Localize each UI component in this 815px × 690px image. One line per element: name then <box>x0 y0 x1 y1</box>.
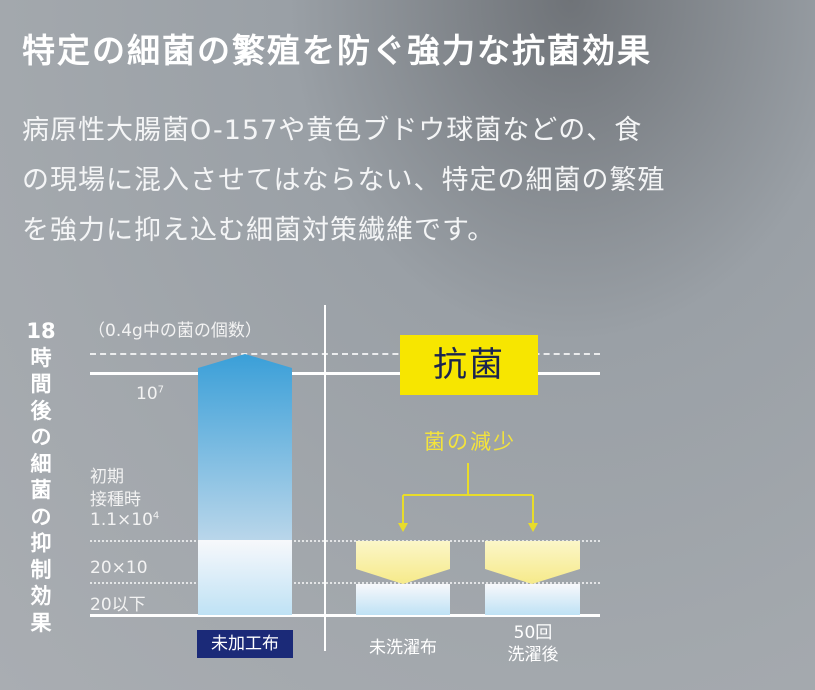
top-gridline <box>90 372 600 375</box>
divider-line <box>324 305 326 651</box>
reduction-chevron-washed <box>485 541 580 584</box>
reduction-arrows <box>402 463 534 525</box>
tick-label-initial-2: 接種時 <box>90 490 141 510</box>
unit-label: （0.4g中の菌の個数） <box>88 321 262 341</box>
tick-label-low: 20以下 <box>90 595 146 615</box>
tick-label-top: 107 <box>136 384 165 404</box>
dashed-gridline <box>90 353 600 355</box>
category-label-untreated: 未加工布 <box>197 630 293 658</box>
tick-label-initial: 1.1×104 <box>90 510 160 530</box>
arrow-down-icon <box>398 523 408 532</box>
bar-unwashed <box>356 584 450 615</box>
y-axis-label: 18時間後の細菌の抑制効果 <box>26 319 56 635</box>
baseline <box>90 614 600 617</box>
tick-label-initial-1: 初期 <box>90 467 124 487</box>
category-label-line: 50回 <box>513 623 553 643</box>
bar-washed <box>485 584 580 615</box>
description-line: を強力に抑え込む細菌対策繊維です。 <box>22 215 496 246</box>
dotted-gridline <box>90 540 600 542</box>
bar-untreated-bottom <box>198 540 292 615</box>
dotted-gridline <box>90 582 600 584</box>
category-label-unwashed: 未洗濯布 <box>369 638 437 658</box>
description-line: 病原性大腸菌O-157や黄色ブドウ球菌などの、食 <box>22 115 643 146</box>
tick-label-mid: 20×10 <box>90 558 148 578</box>
antibacterial-badge: 抗菌 <box>400 335 538 395</box>
reduction-annotation: 菌の減少 <box>424 430 516 454</box>
category-label-line: 洗濯後 <box>507 645 559 665</box>
description-line: の現場に混入させてはならない、特定の細菌の繁殖 <box>22 165 666 196</box>
bar-untreated-top <box>198 354 292 540</box>
arrow-down-icon <box>528 523 538 532</box>
category-label-washed: 50回 洗濯後 <box>480 622 586 666</box>
page-title: 特定の細菌の繁殖を防ぐ強力な抗菌効果 <box>22 31 652 70</box>
reduction-chevron-unwashed <box>356 541 450 584</box>
